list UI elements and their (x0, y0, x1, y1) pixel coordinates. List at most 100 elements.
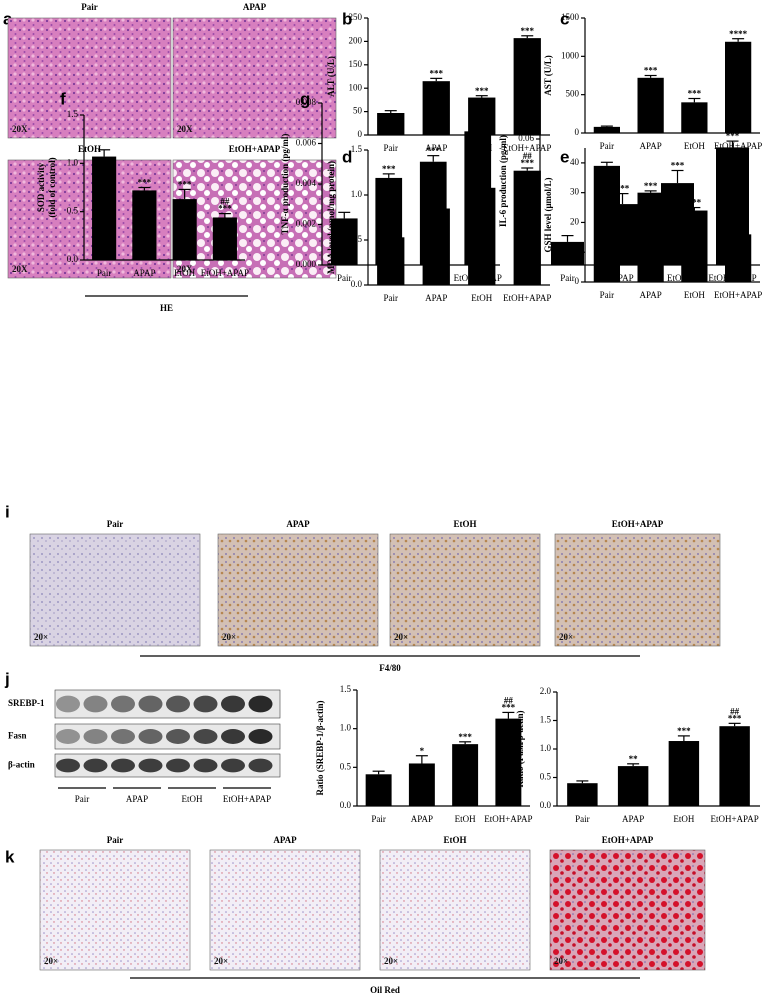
y-tick-label: 0.5 (340, 761, 352, 771)
panel-letter: e (560, 147, 569, 166)
micrograph (39, 849, 191, 971)
micrograph (172, 17, 337, 139)
error-bar (521, 35, 534, 39)
caption: HE (160, 303, 173, 313)
significance: *** (677, 726, 691, 736)
y-axis-label: MDA level (nmol/mg protein) (326, 161, 336, 274)
bar (668, 741, 700, 806)
image-label: EtOH (453, 519, 476, 529)
blot-band (111, 729, 135, 744)
magnification: 20× (214, 956, 228, 966)
y-tick-label: 100 (349, 82, 363, 92)
y-axis-label: TNF-α production (pg/ml) (280, 134, 290, 235)
panel-letter: c (560, 9, 569, 28)
x-tick-label: EtOH+APAP (714, 141, 762, 151)
x-tick-label: Pair (600, 290, 615, 300)
x-tick-label: APAP (622, 814, 644, 824)
y-axis-label: IL-6 production (pg/ml) (498, 135, 508, 227)
magnification: 20× (222, 632, 236, 642)
x-tick-label: Pair (560, 273, 575, 283)
x-tick-label: APAP (378, 273, 400, 283)
panel-letter: k (5, 847, 15, 866)
significance: *** (521, 158, 535, 168)
micrograph (217, 533, 379, 647)
panel-letter: g (300, 89, 310, 108)
error-bar (600, 161, 613, 166)
y-tick-label: 1500 (561, 12, 580, 22)
y-tick-label: 0.06 (518, 133, 534, 143)
blot-band (111, 758, 135, 773)
x-tick-label: EtOH+APAP (484, 814, 532, 824)
significance: *** (616, 184, 630, 194)
y-tick-label: 0.008 (296, 97, 317, 107)
x-tick-label: EtOH (471, 293, 492, 303)
x-tick-label: Pair (371, 814, 386, 824)
bar (567, 783, 598, 806)
y-tick-label: 0 (575, 127, 580, 137)
y-tick-label: 500 (566, 89, 580, 99)
magnification: 20× (554, 956, 568, 966)
bar (172, 199, 197, 260)
x-tick-label: APAP (640, 141, 662, 151)
y-tick-label: 0.0 (340, 800, 352, 810)
significance: ## (523, 151, 533, 161)
y-tick-label: 40 (570, 157, 580, 167)
y-tick-label: 0 (358, 129, 363, 139)
error-bar (671, 169, 684, 184)
x-tick-label: EtOH (673, 814, 694, 824)
magnification: 20× (44, 956, 58, 966)
bar (132, 190, 157, 260)
x-tick-label: EtOH (684, 290, 705, 300)
y-tick-label: 2.0 (540, 686, 552, 696)
significance: *** (382, 164, 396, 174)
x-tick-label: EtOH (423, 273, 444, 283)
y-tick-label: 200 (349, 35, 363, 45)
error-bar (459, 741, 472, 745)
significance: ## (730, 706, 740, 716)
error-bar (430, 77, 443, 82)
bar (452, 744, 479, 806)
panel-letter: d (342, 147, 352, 166)
significance: *** (458, 732, 472, 742)
blot-band (83, 695, 108, 713)
y-tick-label: 20 (570, 217, 580, 227)
error-bar (502, 711, 515, 719)
y-tick-label: 1.5 (540, 715, 552, 725)
y-axis-label: SOD activity (36, 162, 46, 212)
blot-band (221, 695, 245, 713)
significance: *** (178, 179, 192, 189)
panel-letter: f (60, 89, 66, 108)
bar (330, 218, 358, 265)
blot-band (138, 695, 163, 713)
panel-letter: h (517, 89, 527, 108)
blot-band (56, 729, 80, 744)
blot-band (83, 729, 108, 744)
blot-band (193, 758, 218, 773)
error-bar (677, 735, 690, 742)
y-tick-label: 50 (353, 106, 363, 116)
bar (513, 38, 541, 135)
x-tick-label: EtOH+APAP (503, 143, 551, 153)
error-bar (218, 213, 231, 218)
x-tick-label: EtOH (667, 273, 688, 283)
bar (716, 147, 749, 265)
bar (468, 97, 496, 135)
bar (606, 204, 639, 265)
x-tick-label: EtOH (455, 814, 476, 824)
image-label: EtOH+APAP (612, 519, 664, 529)
bar (681, 102, 708, 133)
y-tick-label: 0.08 (518, 91, 534, 101)
error-bar (415, 755, 428, 764)
blot-band (56, 758, 80, 773)
image-label: Pair (107, 835, 124, 845)
significance: *** (644, 66, 658, 76)
significance: *** (688, 198, 702, 208)
caption: Oil Red (370, 985, 400, 995)
x-tick-label: EtOH+APAP (710, 814, 758, 824)
error-bar (644, 74, 657, 78)
error-bar (616, 193, 629, 205)
bar (422, 81, 450, 135)
bar (551, 241, 584, 265)
error-bar (372, 770, 385, 775)
x-tick-label: EtOH+APAP (503, 293, 551, 303)
